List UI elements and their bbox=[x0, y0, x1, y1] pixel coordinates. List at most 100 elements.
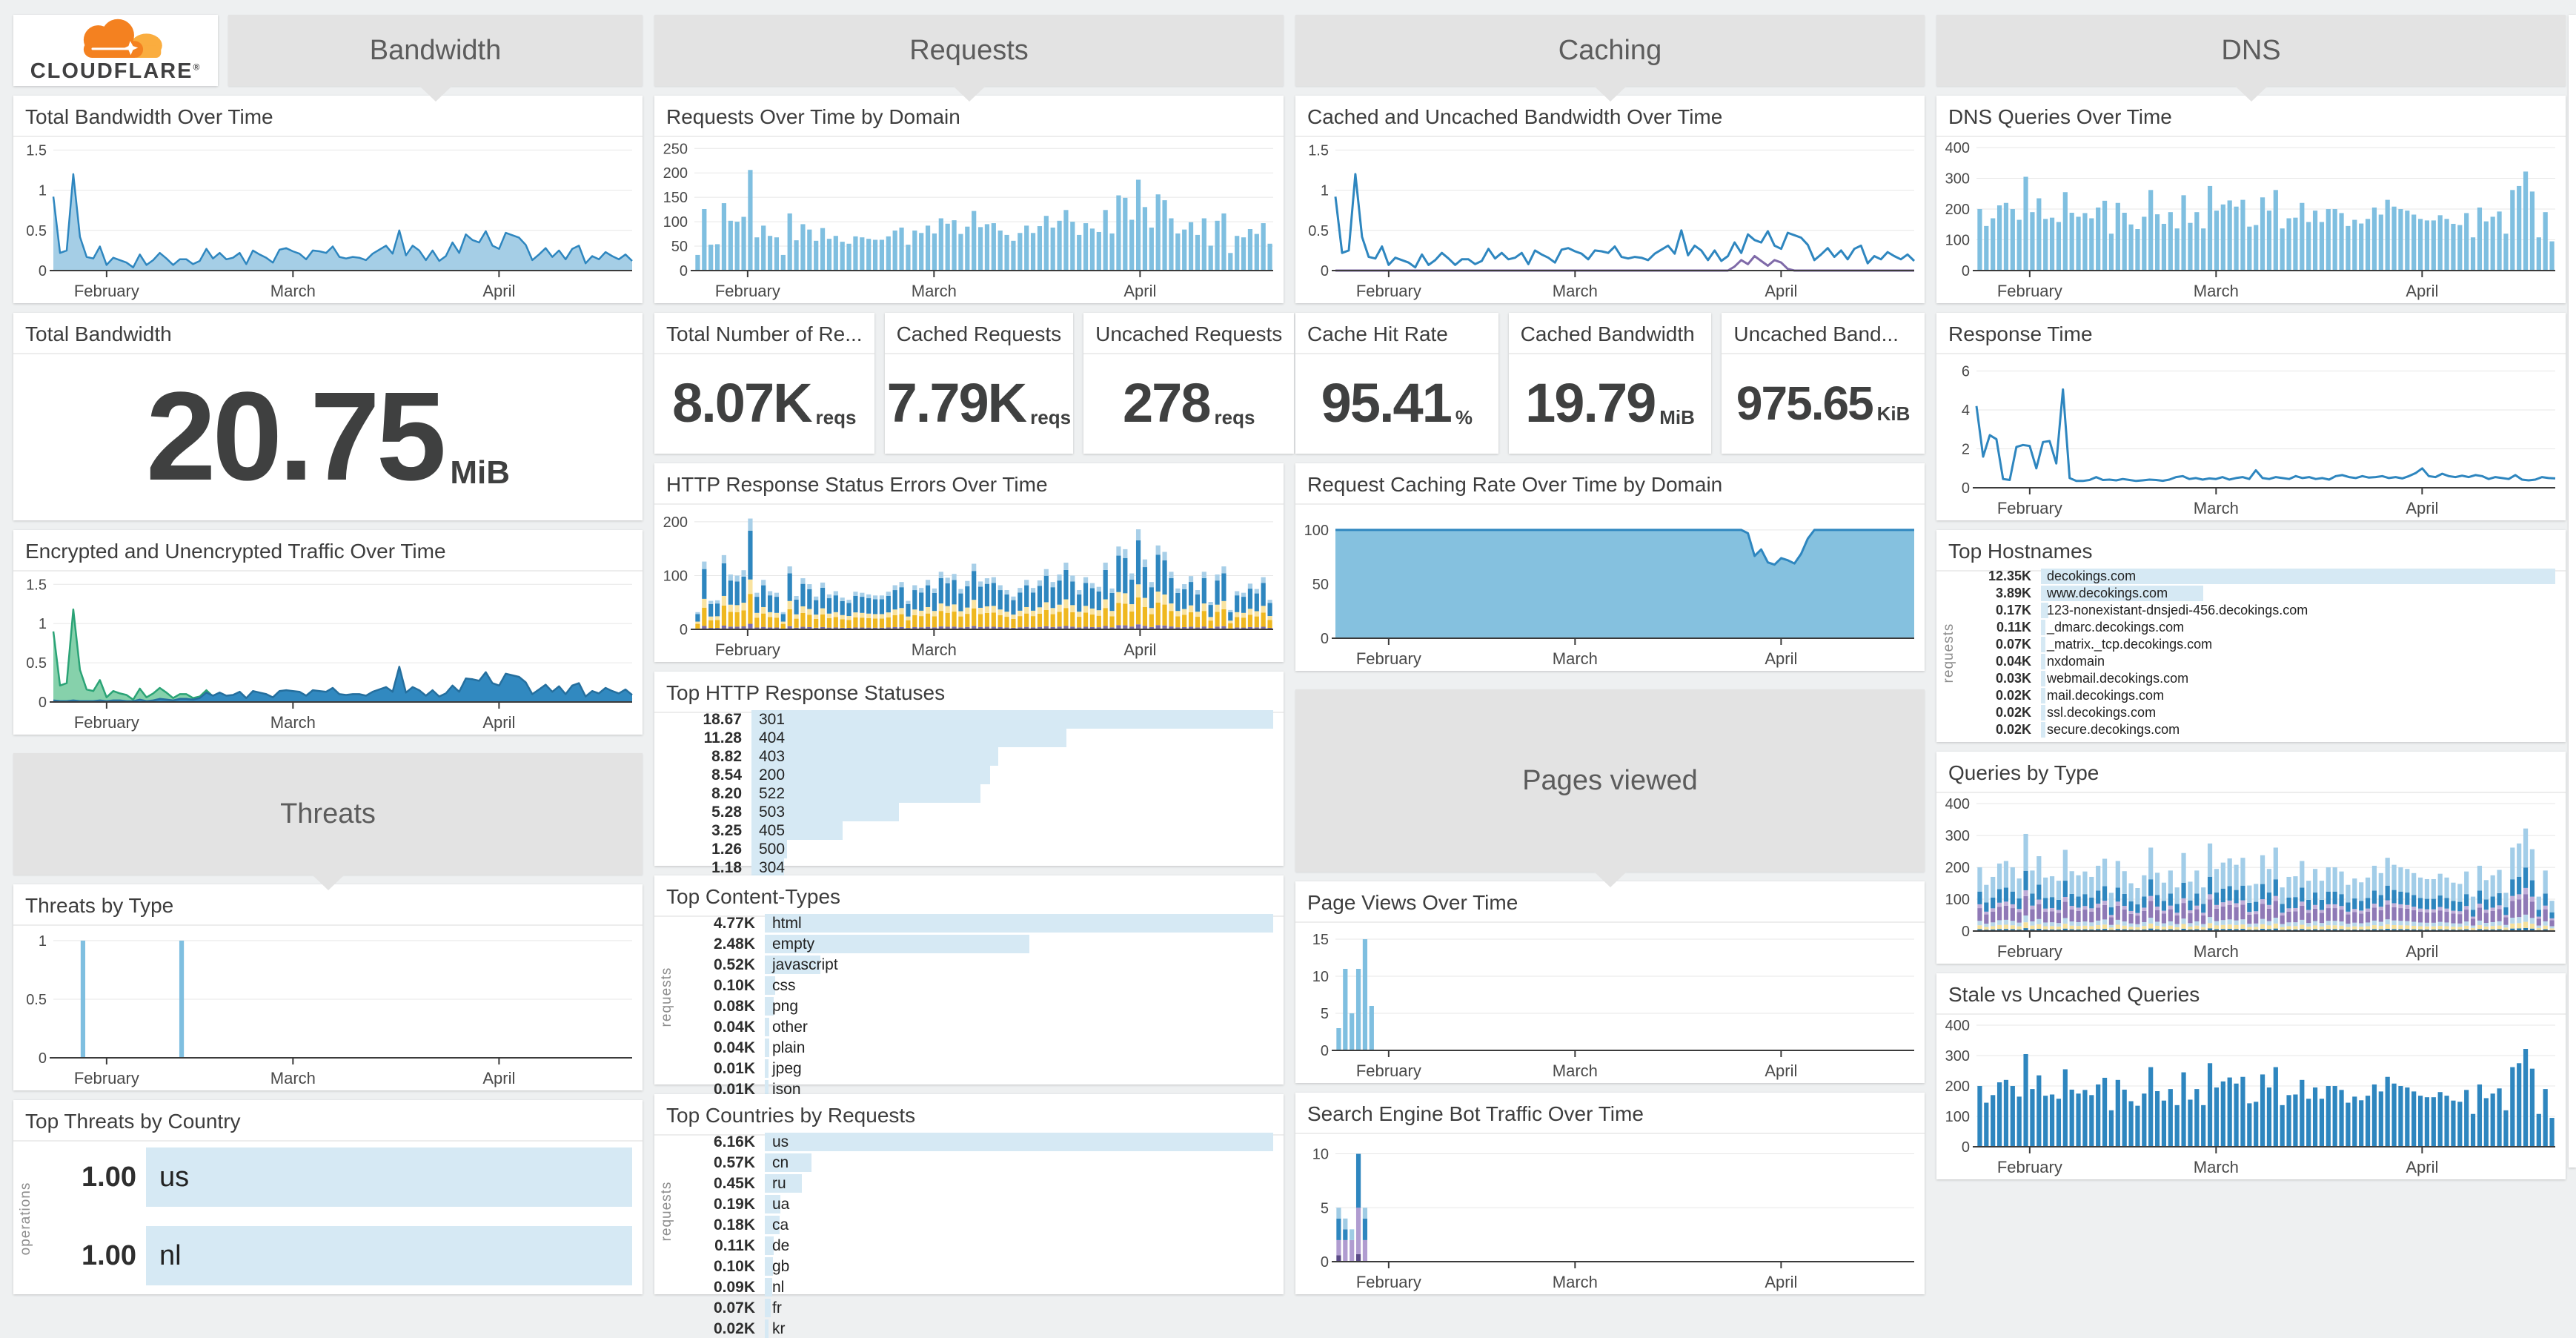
bar-label: 405 bbox=[759, 822, 786, 839]
svg-text:April: April bbox=[1765, 1062, 1797, 1080]
bar-value: 0.07K bbox=[1995, 637, 2031, 652]
bar-list-row: 5.28 503 bbox=[668, 803, 1273, 821]
svg-text:300: 300 bbox=[1945, 171, 1970, 188]
bar-value: 1.00 bbox=[82, 1161, 136, 1193]
requests-bar-chart: 0 50 100 150 200 250 February March April bbox=[663, 141, 1273, 300]
bar-list-row: 0.02K secure.decokings.com bbox=[1963, 722, 2555, 738]
bar-value: 0.17K bbox=[1995, 603, 2031, 617]
dashboard: CLOUDFLARE® Bandwidth Total Bandwidth Ov… bbox=[0, 0, 2576, 1309]
svg-text:6: 6 bbox=[1962, 364, 1970, 380]
top-countries-bar-list: 6.16K us 0.57K cn 0.45K ru 0.19K ua 0.18K ca 0.11K… bbox=[654, 1133, 1273, 1338]
section-header-pages-viewed: Pages viewed bbox=[1295, 689, 1925, 872]
bar-label: secure.decokings.com bbox=[2047, 722, 2180, 737]
svg-text:300: 300 bbox=[1945, 828, 1970, 844]
svg-text:April: April bbox=[1123, 282, 1156, 300]
svg-text:0.5: 0.5 bbox=[26, 655, 47, 672]
bar-label: other bbox=[772, 1019, 808, 1036]
cached-uncached-line-chart: 0 0.5 1 1.5 February March April bbox=[1308, 142, 1916, 300]
svg-text:0: 0 bbox=[1321, 631, 1329, 647]
svg-text:April: April bbox=[1765, 1273, 1797, 1291]
bar-label: 522 bbox=[759, 785, 786, 802]
bar-label: us bbox=[159, 1162, 190, 1193]
bar bbox=[2041, 705, 2045, 721]
svg-text:1: 1 bbox=[39, 933, 47, 950]
svg-text:February: February bbox=[74, 713, 139, 732]
svg-text:0: 0 bbox=[680, 622, 688, 638]
svg-text:March: March bbox=[912, 282, 957, 300]
metric-value: 19.79 MiB bbox=[1525, 372, 1695, 434]
bar-value: 1.00 bbox=[82, 1239, 136, 1271]
svg-text:200: 200 bbox=[1945, 860, 1970, 876]
panel-top-hostnames: Top Hostnames 12.35K decokings.com 3.89K ww… bbox=[1936, 530, 2566, 742]
svg-text:0: 0 bbox=[39, 263, 47, 279]
section-header-label: Caching bbox=[1558, 34, 1662, 66]
panel-uncached-bandwidth-card: Uncached Band... 975.65 KiB bbox=[1722, 313, 1925, 454]
search-bots-stacked-bar-chart: 0 5 10 February March April bbox=[1312, 1147, 1914, 1291]
bar-label: www.decokings.com bbox=[2047, 586, 2168, 600]
svg-text:April: April bbox=[2406, 1158, 2438, 1176]
panel-title: Cached Bandwidth bbox=[1508, 313, 1712, 354]
svg-text:February: February bbox=[1356, 649, 1421, 668]
panel-search-bots: Search Engine Bot Traffic Over Time 0 5 10… bbox=[1295, 1093, 1925, 1294]
column-dns: DNS DNS Queries Over Time 0 100 200 300 400 F… bbox=[1936, 15, 2566, 1294]
svg-text:April: April bbox=[2406, 282, 2438, 300]
bar-label: _dmarc.decokings.com bbox=[2047, 620, 2185, 635]
panel-cache-hit-rate-card: Cache Hit Rate 95.41% bbox=[1295, 313, 1498, 454]
svg-text:0: 0 bbox=[1321, 1043, 1329, 1059]
svg-text:2: 2 bbox=[1962, 442, 1970, 458]
bar-list-row: 0.07K _matrix._tcp.decokings.com bbox=[1963, 637, 2555, 652]
bar bbox=[765, 997, 774, 1016]
svg-text:250: 250 bbox=[663, 141, 688, 157]
svg-text:April: April bbox=[482, 282, 515, 300]
bar-label: css bbox=[772, 977, 796, 994]
bar-value: 2.48K bbox=[713, 935, 755, 953]
bar bbox=[146, 1147, 632, 1207]
section-header-threats: Threats bbox=[13, 753, 643, 875]
bar-list-row: 0.18K ca bbox=[681, 1216, 1273, 1234]
bar bbox=[765, 1216, 780, 1234]
panel-title: Total Number of Re... bbox=[654, 313, 874, 354]
panel-caching-rate: Request Caching Rate Over Time by Domain… bbox=[1295, 463, 1925, 671]
bar-list-row: 12.35K decokings.com bbox=[1963, 569, 2555, 584]
bar-list-row: 11.28 404 bbox=[668, 729, 1273, 747]
bar-list-row: 0.11K de bbox=[681, 1236, 1273, 1255]
bar-value: 0.01K bbox=[713, 1059, 755, 1077]
svg-text:400: 400 bbox=[1945, 796, 1970, 812]
section-header-bandwidth: Bandwidth bbox=[228, 15, 643, 86]
panel-title: Cache Hit Rate bbox=[1295, 313, 1498, 354]
svg-text:0: 0 bbox=[1962, 1139, 1970, 1156]
svg-text:200: 200 bbox=[1945, 202, 1970, 218]
bar-label: 403 bbox=[759, 748, 786, 765]
bar-list-row: 0.09K nl bbox=[681, 1278, 1273, 1296]
svg-text:200: 200 bbox=[1945, 1079, 1970, 1095]
bar-label: javascript bbox=[772, 956, 838, 973]
bar-list-row: 8.54 200 bbox=[668, 766, 1273, 784]
bar-label: cn bbox=[772, 1154, 789, 1171]
dns-queries-bar-chart: 0 100 200 300 400 February March April bbox=[1945, 140, 2555, 300]
section-header-label: Bandwidth bbox=[369, 34, 502, 66]
bar-value: 0.04K bbox=[713, 1039, 755, 1056]
bar-list-row: 1.00 nl bbox=[40, 1226, 632, 1285]
svg-text:1: 1 bbox=[1321, 183, 1329, 199]
section-header-label: DNS bbox=[2221, 34, 2281, 66]
svg-text:100: 100 bbox=[1945, 1109, 1970, 1125]
bar bbox=[2041, 569, 2555, 584]
y-axis-label: requests bbox=[659, 1181, 674, 1242]
bar-list-row: 0.08K png bbox=[681, 997, 1273, 1016]
panel-queries-by-type: Queries by Type 0 100 200 300 400 February Mar… bbox=[1936, 752, 2566, 964]
svg-text:February: February bbox=[715, 640, 780, 659]
svg-text:0: 0 bbox=[680, 263, 688, 279]
svg-text:10: 10 bbox=[1312, 1147, 1329, 1163]
svg-text:February: February bbox=[1356, 1062, 1421, 1080]
svg-text:400: 400 bbox=[1945, 1018, 1970, 1034]
bar-value: 1.26 bbox=[711, 840, 742, 858]
bar-label: png bbox=[772, 998, 799, 1015]
metric-value: 7.79K reqs bbox=[886, 372, 1072, 434]
bar bbox=[751, 747, 998, 766]
bar-label: json bbox=[772, 1081, 801, 1098]
svg-text:March: March bbox=[270, 282, 316, 300]
bar-list-row: 4.77K html bbox=[681, 914, 1273, 933]
bar-label: 123-nonexistant-dnsjedi-456.decokings.co… bbox=[2047, 603, 2308, 617]
bar-list-row: 0.11K _dmarc.decokings.com bbox=[1963, 620, 2555, 635]
svg-text:March: March bbox=[1553, 282, 1598, 300]
